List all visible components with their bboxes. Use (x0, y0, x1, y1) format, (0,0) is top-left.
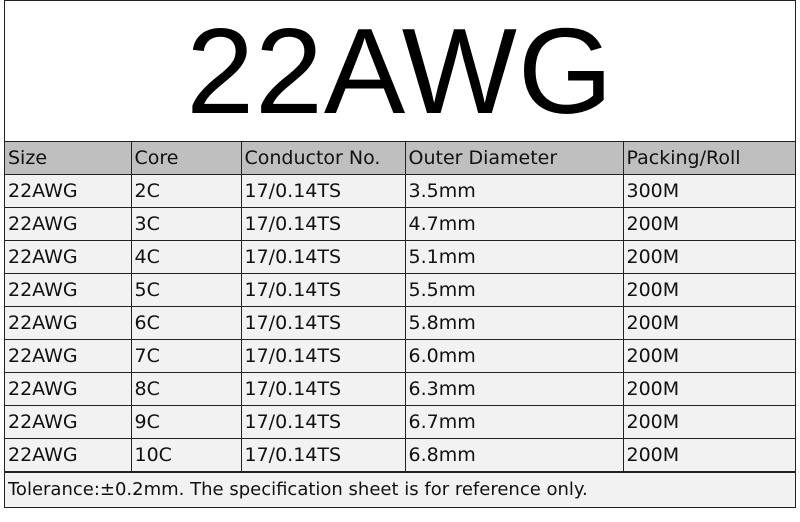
cell-size: 22AWG (5, 438, 132, 472)
cell-core: 6C (130, 306, 242, 340)
cell-conductor-no: 17/0.14TS (240, 372, 406, 406)
cell-core: 8C (130, 372, 242, 406)
cell-packing-roll: 200M (622, 306, 795, 340)
cell-outer-diameter: 5.1mm (404, 240, 624, 274)
cell-outer-diameter: 5.5mm (404, 273, 624, 307)
cell-core: 7C (130, 339, 242, 373)
header-core: Core (130, 142, 242, 175)
cell-core: 2C (130, 174, 242, 208)
table-row: 22AWG 5C 17/0.14TS 5.5mm 200M (5, 273, 795, 307)
table-row: 22AWG 8C 17/0.14TS 6.3mm 200M (5, 372, 795, 406)
table-row: 22AWG 9C 17/0.14TS 6.7mm 200M (5, 405, 795, 439)
spec-table: Size Core Conductor No. Outer Diameter Packi… (5, 142, 795, 472)
tolerance-note: Tolerance:±0.2mm. The specification shee… (5, 472, 795, 507)
cell-conductor-no: 17/0.14TS (240, 306, 406, 340)
cell-packing-roll: 200M (622, 273, 795, 307)
cell-core: 4C (130, 240, 242, 274)
cell-packing-roll: 200M (622, 438, 795, 472)
cell-conductor-no: 17/0.14TS (240, 174, 406, 208)
table-row: 22AWG 4C 17/0.14TS 5.1mm 200M (5, 240, 795, 274)
cell-packing-roll: 200M (622, 207, 795, 241)
cell-conductor-no: 17/0.14TS (240, 339, 406, 373)
table-row: 22AWG 10C 17/0.14TS 6.8mm 200M (5, 438, 795, 472)
cell-outer-diameter: 6.8mm (404, 438, 624, 472)
cell-conductor-no: 17/0.14TS (240, 273, 406, 307)
cell-size: 22AWG (5, 339, 132, 373)
cell-size: 22AWG (5, 240, 132, 274)
cell-packing-roll: 200M (622, 372, 795, 406)
cell-conductor-no: 17/0.14TS (240, 438, 406, 472)
cell-outer-diameter: 4.7mm (404, 207, 624, 241)
cell-packing-roll: 200M (622, 240, 795, 274)
cell-size: 22AWG (5, 273, 132, 307)
header-size: Size (5, 142, 132, 175)
cell-core: 3C (130, 207, 242, 241)
cell-size: 22AWG (5, 405, 132, 439)
cell-size: 22AWG (5, 174, 132, 208)
cell-outer-diameter: 6.0mm (404, 339, 624, 373)
cell-outer-diameter: 3.5mm (404, 174, 624, 208)
cell-outer-diameter: 6.7mm (404, 405, 624, 439)
cell-conductor-no: 17/0.14TS (240, 405, 406, 439)
cell-conductor-no: 17/0.14TS (240, 240, 406, 274)
table-row: 22AWG 2C 17/0.14TS 3.5mm 300M (5, 174, 795, 208)
cell-size: 22AWG (5, 207, 132, 241)
cell-conductor-no: 17/0.14TS (240, 207, 406, 241)
header-packing-roll: Packing/Roll (622, 142, 795, 175)
cell-size: 22AWG (5, 306, 132, 340)
cell-packing-roll: 300M (622, 174, 795, 208)
page-title: 22AWG (5, 0, 795, 142)
cell-packing-roll: 200M (622, 339, 795, 373)
cell-packing-roll: 200M (622, 405, 795, 439)
cell-core: 9C (130, 405, 242, 439)
table-row: 22AWG 7C 17/0.14TS 6.0mm 200M (5, 339, 795, 373)
header-outer-diameter: Outer Diameter (404, 142, 624, 175)
cell-outer-diameter: 5.8mm (404, 306, 624, 340)
table-row: 22AWG 6C 17/0.14TS 5.8mm 200M (5, 306, 795, 340)
header-row: Size Core Conductor No. Outer Diameter Packi… (5, 142, 795, 175)
table-row: 22AWG 3C 17/0.14TS 4.7mm 200M (5, 207, 795, 241)
header-conductor-no: Conductor No. (240, 142, 406, 175)
cell-core: 5C (130, 273, 242, 307)
cell-outer-diameter: 6.3mm (404, 372, 624, 406)
cell-core: 10C (130, 438, 242, 472)
cell-size: 22AWG (5, 372, 132, 406)
spec-sheet: 22AWG Size Core Conductor No. Outer Diamete… (4, 0, 796, 508)
